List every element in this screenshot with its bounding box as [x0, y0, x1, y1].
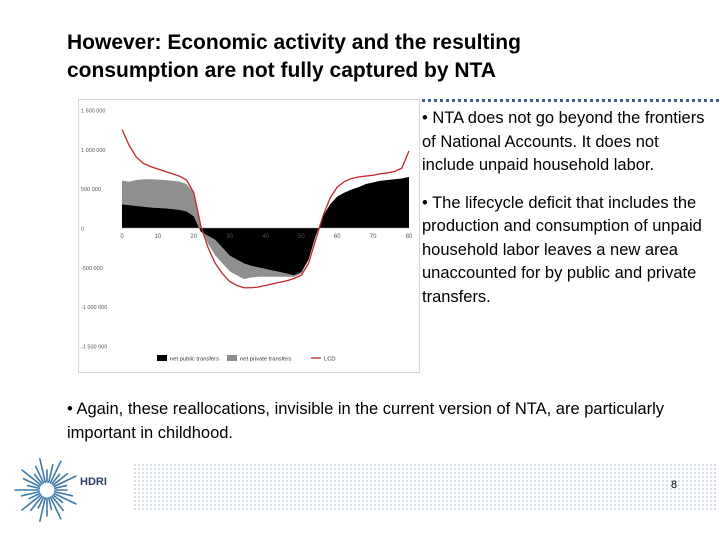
- bullet-2: • The lifecycle deficit that includes th…: [422, 193, 702, 306]
- logo-ray: [39, 496, 47, 522]
- x-tick-label: 0: [120, 234, 124, 240]
- chart-svg: 1 500 000 1 000 000 500 000 0 -500 000 -1 000…: [81, 109, 413, 363]
- y-tick-label: -500 000: [81, 266, 103, 272]
- logo-ray: [34, 465, 45, 484]
- y-tick-label: 0: [81, 227, 84, 233]
- logo-ray: [53, 492, 77, 505]
- x-tick-label: 50: [298, 234, 305, 240]
- series-net-private-transfers-area: [122, 176, 409, 280]
- logo-ray: [20, 490, 41, 497]
- logo-ray: [21, 469, 42, 486]
- logo-ray: [49, 496, 62, 520]
- logo-ray: [51, 473, 61, 485]
- x-tick-label: 10: [155, 234, 162, 240]
- title-line-2: consumption are not fully captured by NT…: [67, 59, 496, 82]
- legend-label: LCD: [324, 357, 336, 363]
- legend-label: net private transfers: [240, 357, 291, 363]
- legend-label: net public transfers: [170, 357, 219, 363]
- logo-ray: [51, 495, 65, 512]
- x-tick-label: 80: [406, 234, 413, 240]
- logo-ray: [26, 484, 41, 490]
- bullet-1: • NTA does not go beyond the frontiers o…: [422, 109, 705, 174]
- slide-title: However: Economic activity and the resul…: [67, 29, 667, 85]
- logo-ray: [49, 460, 62, 484]
- y-tick-label: 1 500 000: [81, 109, 105, 115]
- x-tick-label: 60: [334, 234, 341, 240]
- x-tick-label: 20: [190, 234, 197, 240]
- legend-swatch: [157, 355, 167, 361]
- logo-ray: [47, 496, 53, 511]
- x-tick-label: 70: [370, 234, 377, 240]
- logo-ray: [33, 473, 43, 485]
- legend-swatch: [227, 355, 237, 361]
- logo-ray: [53, 475, 77, 488]
- title-divider: [133, 99, 719, 102]
- logo-ray: [53, 484, 68, 490]
- logo-ray: [39, 458, 47, 484]
- bullet-list: • NTA does not go beyond the frontiers o…: [422, 107, 714, 323]
- logo-ray: [28, 492, 41, 500]
- x-tick-label: 30: [226, 234, 233, 240]
- logo-ray: [52, 472, 69, 486]
- series-lcd-line: [121, 129, 410, 289]
- logo-ray: [29, 495, 43, 512]
- logo-ray: [21, 494, 42, 511]
- y-tick-label: -1 500 000: [81, 345, 107, 351]
- logo-ray: [47, 463, 54, 484]
- series-net-public-transfers-area: [122, 176, 409, 276]
- logo-ray: [37, 496, 45, 509]
- page-number: 8: [670, 479, 678, 491]
- title-line-1: However: Economic activity and the resul…: [67, 31, 521, 54]
- y-tick-label: -1 000 000: [81, 305, 107, 311]
- logo-ray: [52, 494, 64, 504]
- y-tick-label: 500 000: [81, 187, 101, 193]
- x-tick-label: 40: [262, 234, 269, 240]
- lifecycle-chart: 1 500 000 1 000 000 500 000 0 -500 000 -1 000…: [78, 99, 420, 373]
- y-tick-label: 1 000 000: [81, 148, 105, 154]
- logo-ray: [53, 490, 74, 497]
- footer-dotted-band: [133, 463, 717, 511]
- logo-label: HDRI: [80, 476, 107, 488]
- bottom-bullet: • Again, these reallocations, invisible …: [67, 400, 665, 442]
- hdri-logo-icon: [14, 458, 77, 522]
- logo-ray: [22, 477, 41, 488]
